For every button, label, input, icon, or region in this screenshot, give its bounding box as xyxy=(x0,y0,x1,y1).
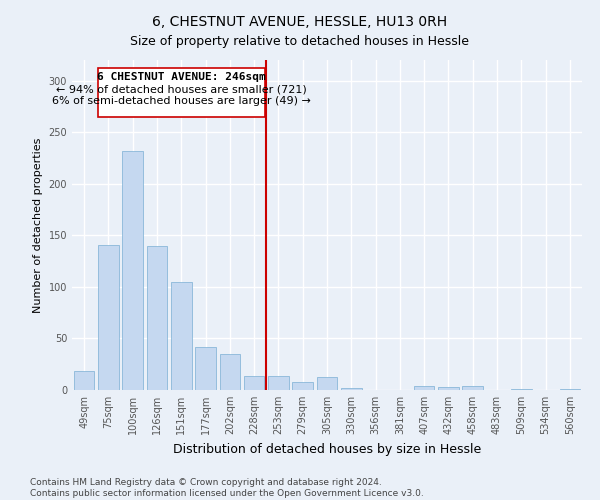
Bar xyxy=(438,387,459,390)
Bar xyxy=(122,151,143,390)
Text: 6 CHESTNUT AVENUE: 246sqm: 6 CHESTNUT AVENUE: 246sqm xyxy=(97,72,266,83)
Bar xyxy=(511,389,532,390)
Text: Size of property relative to detached houses in Hessle: Size of property relative to detached ho… xyxy=(131,35,470,48)
FancyBboxPatch shape xyxy=(97,68,265,116)
Text: ← 94% of detached houses are smaller (721): ← 94% of detached houses are smaller (72… xyxy=(56,84,307,95)
Bar xyxy=(292,382,313,390)
Bar xyxy=(98,244,119,390)
Bar xyxy=(244,376,265,390)
Bar xyxy=(74,372,94,390)
Bar xyxy=(146,246,167,390)
Bar xyxy=(463,386,483,390)
Y-axis label: Number of detached properties: Number of detached properties xyxy=(33,138,43,312)
Bar xyxy=(220,354,240,390)
Text: 6, CHESTNUT AVENUE, HESSLE, HU13 0RH: 6, CHESTNUT AVENUE, HESSLE, HU13 0RH xyxy=(152,15,448,29)
Text: 6% of semi-detached houses are larger (49) →: 6% of semi-detached houses are larger (4… xyxy=(52,96,311,106)
Bar xyxy=(560,389,580,390)
Bar xyxy=(195,346,216,390)
Text: Contains HM Land Registry data © Crown copyright and database right 2024.
Contai: Contains HM Land Registry data © Crown c… xyxy=(30,478,424,498)
Bar xyxy=(171,282,191,390)
Bar xyxy=(268,376,289,390)
Bar xyxy=(414,386,434,390)
Bar xyxy=(341,388,362,390)
Bar xyxy=(317,376,337,390)
X-axis label: Distribution of detached houses by size in Hessle: Distribution of detached houses by size … xyxy=(173,442,481,456)
